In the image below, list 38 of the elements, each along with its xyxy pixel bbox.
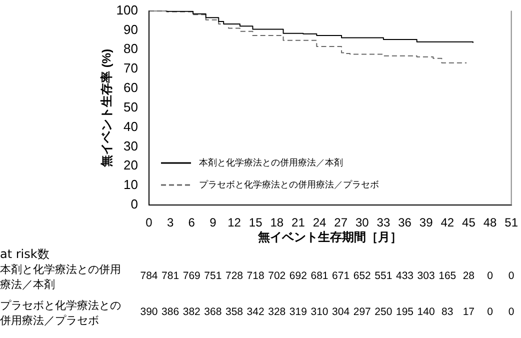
x-tick-label: 15 [248, 216, 263, 230]
x-tick-label: 45 [462, 216, 476, 230]
x-tick-label: 51 [504, 216, 518, 230]
y-tick-label: 30 [124, 138, 138, 154]
y-tick-label: 80 [124, 41, 138, 56]
x-axis-title: 無イベント生存期間［月］ [257, 230, 402, 244]
x-tick-label: 33 [376, 216, 390, 230]
legend-label: プラセボと化学療法との併用療法／プラセボ [199, 179, 379, 190]
x-tick-label: 3 [166, 216, 174, 230]
y-tick-label: 20 [124, 158, 138, 173]
y-tick-label: 0 [130, 196, 138, 212]
text: プラセボと化学療法との併用療法／プラセボ [0, 298, 122, 328]
x-tick-label: 42 [440, 216, 454, 230]
x-tick-label: 24 [312, 216, 326, 230]
x-tick-label: 9 [210, 216, 217, 230]
legend-label: 本剤と化学療法との併用療法／本剤 [199, 157, 343, 168]
x-tick-label: 36 [398, 216, 412, 230]
y-tick-label: 50 [124, 99, 138, 114]
y-tick-label: 90 [124, 22, 138, 37]
text: 784 781 769 751 728 718 702 692 681 671 652 551 433 303 165 28 0 0 [140, 270, 514, 282]
text: 本剤と化学療法との併用療法／本剤 [0, 262, 122, 292]
x-tick-label: 0 [146, 216, 153, 230]
y-tick-label: 60 [124, 80, 138, 96]
x-tick-label: 48 [483, 216, 498, 230]
x-tick-label: 39 [419, 216, 434, 230]
x-tick-label: 18 [270, 216, 284, 230]
y-tick-label: 40 [124, 118, 138, 134]
y-tick-label: 100 [116, 2, 138, 18]
x-tick-label: 12 [228, 216, 242, 230]
text: 390 386 382 368 358 342 328 319 310 304 297 250 195 140 83 17 0 0 [140, 306, 514, 318]
x-tick-label: 6 [188, 216, 196, 230]
y-tick-label: 70 [124, 60, 138, 76]
y-tick-label: 10 [124, 177, 138, 192]
x-tick-label: 21 [292, 216, 306, 230]
y-axis-title: 無イベント生存率 (%) [100, 48, 114, 168]
x-tick-label: 27 [334, 216, 348, 230]
x-tick-label: 30 [355, 216, 370, 230]
text: at risk数 [0, 246, 50, 263]
